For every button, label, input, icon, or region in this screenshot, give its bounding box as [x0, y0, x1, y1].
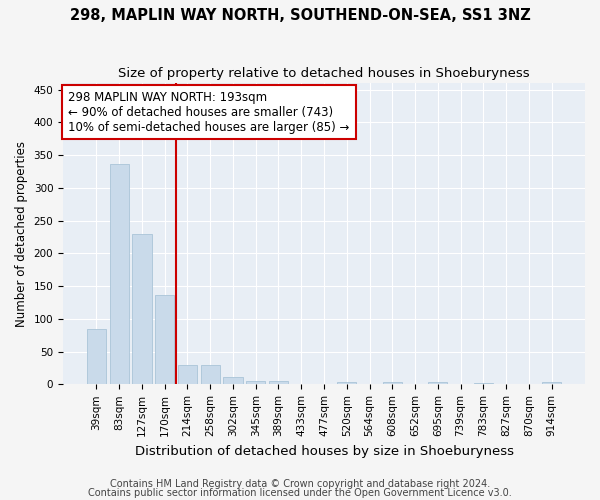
Bar — [269, 381, 288, 384]
Bar — [87, 328, 106, 384]
Bar — [383, 382, 402, 384]
Text: 298, MAPLIN WAY NORTH, SOUTHEND-ON-SEA, SS1 3NZ: 298, MAPLIN WAY NORTH, SOUTHEND-ON-SEA, … — [70, 8, 530, 22]
Y-axis label: Number of detached properties: Number of detached properties — [15, 140, 28, 326]
Bar — [473, 383, 493, 384]
Bar — [428, 382, 448, 384]
Text: Contains HM Land Registry data © Crown copyright and database right 2024.: Contains HM Land Registry data © Crown c… — [110, 479, 490, 489]
Bar — [200, 364, 220, 384]
Text: 298 MAPLIN WAY NORTH: 193sqm
← 90% of detached houses are smaller (743)
10% of s: 298 MAPLIN WAY NORTH: 193sqm ← 90% of de… — [68, 90, 350, 134]
X-axis label: Distribution of detached houses by size in Shoeburyness: Distribution of detached houses by size … — [134, 444, 514, 458]
Bar — [246, 381, 265, 384]
Text: Contains public sector information licensed under the Open Government Licence v3: Contains public sector information licen… — [88, 488, 512, 498]
Bar — [110, 164, 129, 384]
Bar — [132, 234, 152, 384]
Bar — [155, 296, 175, 384]
Title: Size of property relative to detached houses in Shoeburyness: Size of property relative to detached ho… — [118, 68, 530, 80]
Bar — [178, 364, 197, 384]
Bar — [223, 377, 242, 384]
Bar — [337, 382, 356, 384]
Bar — [542, 382, 561, 384]
